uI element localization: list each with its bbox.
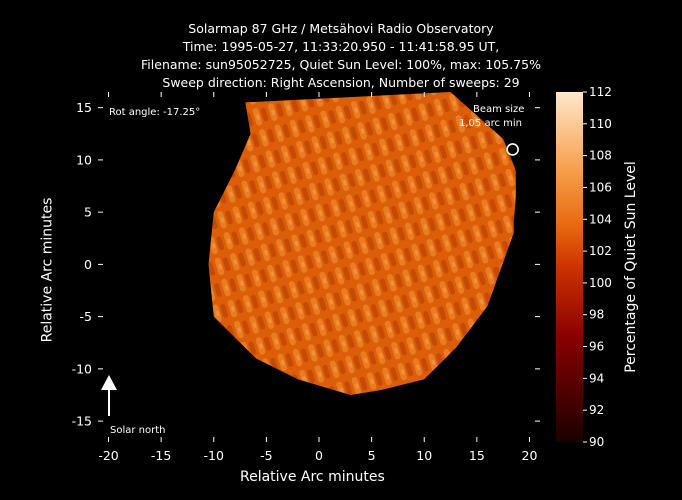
x-tick-label: -15 <box>151 448 171 463</box>
colorbar-tick-label: 96 <box>589 340 604 354</box>
x-axis-label: Relative Arc minutes <box>240 469 385 485</box>
chart-subtitle-filename: Filename: sun95052725, Quiet Sun Level: … <box>141 57 541 72</box>
x-tick-label: -10 <box>204 448 224 463</box>
x-tick-label: 20 <box>522 448 538 463</box>
y-tick-label: 5 <box>84 205 92 220</box>
chart-subtitle-sweep: Sweep direction: Right Ascension, Number… <box>162 75 520 90</box>
colorbar-tick-label: 108 <box>589 149 612 163</box>
y-axis-label: Relative Arc minutes <box>39 197 56 343</box>
colorbar-tick-label: 90 <box>589 435 604 449</box>
beam-size-value: 1,05 arc min <box>459 118 522 129</box>
y-tick-label: 15 <box>76 100 92 115</box>
x-tick-label: 0 <box>315 448 323 463</box>
beam-size-marker <box>506 143 519 156</box>
x-tick-label: 15 <box>469 448 485 463</box>
solar-north-label: Solar north <box>110 425 166 436</box>
sun-disk <box>208 92 516 395</box>
chart-title: Solarmap 87 GHz / Metsähovi Radio Observ… <box>188 21 494 36</box>
colorbar-label: Percentage of Quiet Sun Level <box>622 161 639 373</box>
y-tick-label: 10 <box>76 152 92 167</box>
colorbar-tick-label: 110 <box>589 117 612 131</box>
colorbar <box>556 92 583 442</box>
colorbar-tick-label: 106 <box>589 180 612 194</box>
colorbar-tick-label: 112 <box>589 85 612 99</box>
rot-angle-label: Rot angle: -17.25° <box>109 107 201 118</box>
chart-subtitle-time: Time: 1995-05-27, 11:33:20.950 - 11:41:5… <box>182 39 500 54</box>
solar-north-arrow <box>101 375 117 416</box>
colorbar-tick-label: 100 <box>589 276 612 290</box>
colorbar-tick-label: 102 <box>589 244 612 258</box>
x-tick-label: -20 <box>98 448 118 463</box>
sun-disk-shading <box>208 92 516 395</box>
x-tick-label: 10 <box>416 448 432 463</box>
beam-size-label: Beam size <box>473 104 525 115</box>
y-tick-label: -10 <box>72 361 92 376</box>
x-tick-label: 5 <box>368 448 376 463</box>
colorbar-tick-label: 104 <box>589 212 612 226</box>
colorbar-tick-label: 94 <box>589 371 604 385</box>
colorbar-tick-label: 98 <box>589 308 604 322</box>
x-tick-label: -5 <box>260 448 272 463</box>
colorbar-tick-label: 92 <box>589 403 604 417</box>
y-tick-label: -15 <box>72 414 92 429</box>
y-tick-label: 0 <box>84 257 92 272</box>
y-tick-label: -5 <box>80 309 92 324</box>
